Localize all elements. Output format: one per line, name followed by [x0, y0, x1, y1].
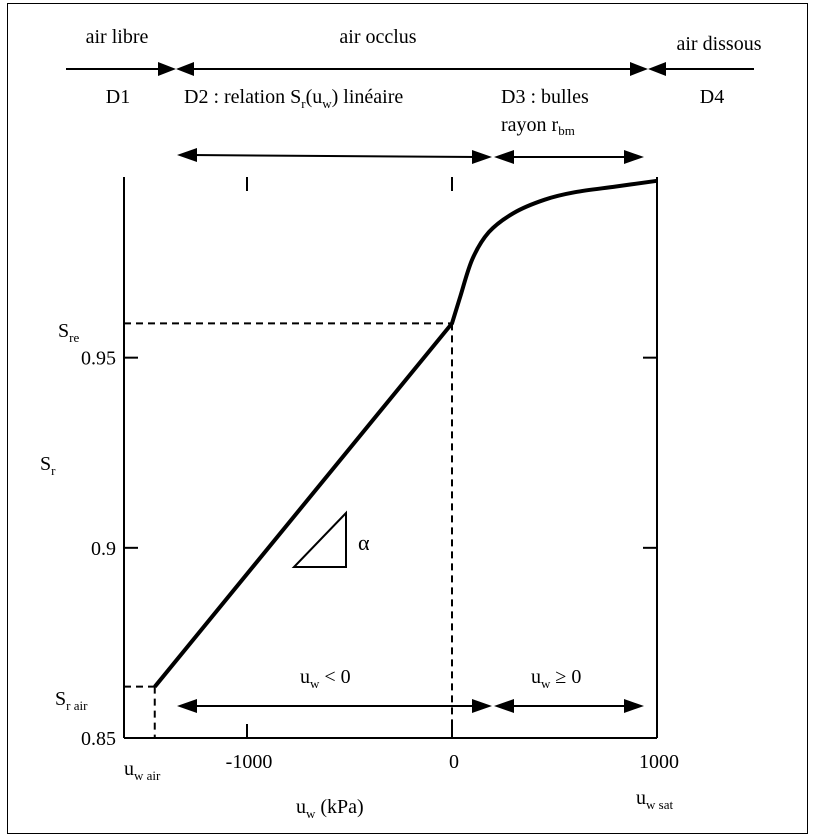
- x-tick-label: 0: [449, 751, 459, 773]
- domain-boundary-arrows: [66, 62, 754, 76]
- x-label-uw-air: uw air: [124, 758, 161, 783]
- range-label-negative: uw < 0: [300, 666, 351, 691]
- y-tick-label: 0.9: [91, 538, 116, 560]
- slope-triangle: [291, 510, 347, 568]
- domain-top-label-air-libre: air libre: [86, 26, 149, 48]
- y-axis-title: Sr: [40, 453, 56, 478]
- y-tick-label: 0.85: [81, 728, 116, 750]
- x-tick-label: 1000: [639, 751, 679, 773]
- domain-label-d3-line1: D3 : bulles: [501, 86, 589, 108]
- d2-d3-span-arrows: [177, 148, 644, 164]
- domain-top-label-air-occlus: air occlus: [339, 26, 416, 48]
- range-arrows: [177, 699, 644, 713]
- tick-marks: [124, 177, 658, 739]
- y-label-sre: Sre: [58, 320, 79, 345]
- plot-axes: [123, 177, 658, 739]
- x-tick-label: -1000: [226, 751, 273, 773]
- domain-label-d3-line2: rayon rbm: [501, 114, 575, 138]
- series-line-sr: [153, 178, 658, 688]
- x-label-uw-sat: uw sat: [636, 787, 673, 812]
- slope-label-alpha: α: [358, 530, 370, 555]
- y-tick-label: 0.95: [81, 348, 116, 370]
- domain-label-d4: D4: [700, 86, 724, 108]
- domain-label-d1: D1: [106, 86, 130, 108]
- y-label-sr-air: Sr air: [55, 688, 88, 713]
- tick-labels: 0.95 0.9 0.85 -1000 0 1000: [81, 348, 679, 773]
- domain-top-label-air-dissous: air dissous: [677, 33, 762, 55]
- range-label-positive: uw ≥ 0: [531, 666, 581, 691]
- guide-lines: [124, 177, 658, 738]
- x-axis-title: uw (kPa): [296, 796, 364, 821]
- domain-label-d2: D2 : relation Sr(uw) linéaire: [184, 86, 403, 111]
- figure-frame: [7, 3, 808, 834]
